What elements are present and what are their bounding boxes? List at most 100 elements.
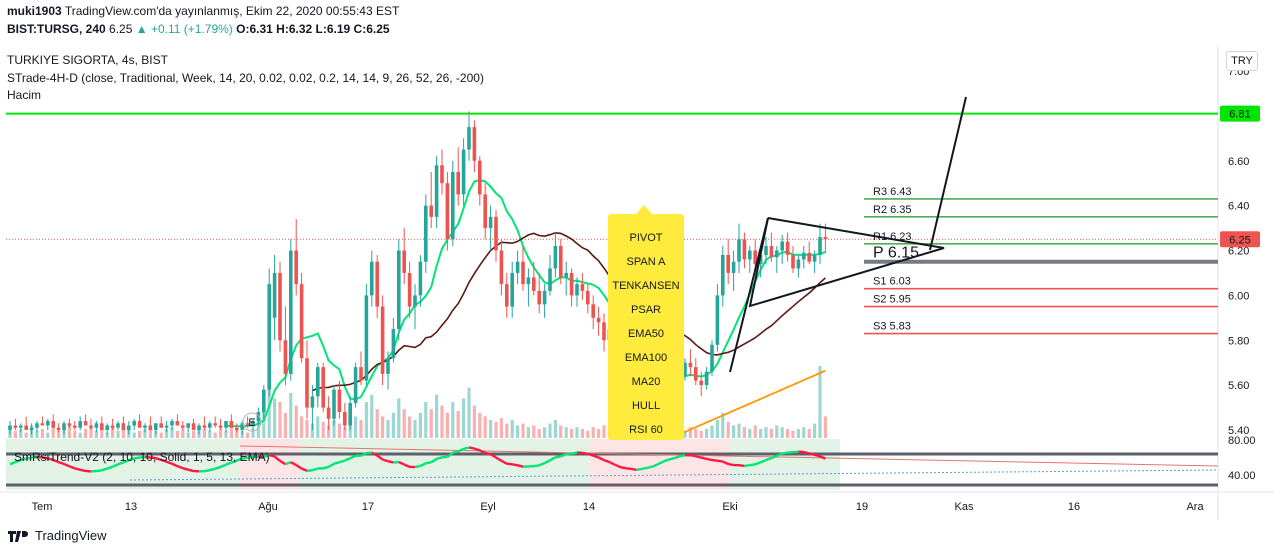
- candle-body: [429, 205, 433, 217]
- volume-bar: [116, 430, 120, 438]
- candle-body: [731, 261, 736, 273]
- oscillator-segment: [166, 460, 173, 465]
- candle-body: [235, 427, 239, 430]
- candle-body: [413, 295, 417, 307]
- volume-bar: [802, 427, 806, 438]
- ema-long-line: [668, 369, 826, 440]
- signal-label: HULL: [632, 400, 660, 412]
- oscillator-segment: [371, 451, 378, 457]
- candle-body: [105, 425, 109, 430]
- volume-bar: [726, 421, 730, 438]
- volume-bar: [683, 430, 687, 438]
- price-tag-label-0: 6.81: [1229, 109, 1250, 121]
- legend-indicator[interactable]: STrade-4H-D (close, Traditional, Week, 1…: [7, 71, 484, 85]
- volume-bar: [721, 412, 725, 438]
- candle-body: [262, 389, 266, 413]
- oscillator-segment: [814, 453, 821, 458]
- volume-bar: [251, 429, 255, 438]
- candle-body: [418, 261, 423, 296]
- oscillator-segment: [765, 457, 772, 462]
- candle-body: [424, 205, 428, 262]
- oscillator-legend[interactable]: SmRsiTrend-V2 (2, 10, 10, Solid, 1, 5, 1…: [14, 450, 270, 464]
- candle-body: [456, 171, 460, 195]
- volume-bar: [235, 429, 239, 438]
- candle-body: [791, 254, 795, 269]
- currency-badge[interactable]: TRY: [1226, 51, 1258, 71]
- oscillator-segment: [727, 462, 734, 467]
- candle-body: [823, 237, 828, 240]
- event-marker-label: E: [248, 417, 255, 429]
- legend-volume[interactable]: Hacim: [7, 88, 42, 102]
- volume-bar: [715, 420, 719, 438]
- price-tick-label: 5.60: [1228, 380, 1249, 392]
- candle-body: [785, 241, 790, 255]
- time-tick-label: 13: [125, 501, 137, 513]
- oscillator-segment: [555, 455, 562, 459]
- oscillator-segment: [403, 463, 411, 468]
- candle-body: [348, 403, 352, 426]
- volume-bar: [192, 430, 196, 438]
- volume-bar: [553, 420, 557, 438]
- oscillator-segment: [9, 460, 16, 466]
- candle-body: [364, 295, 369, 381]
- triangle-pattern[interactable]: [748, 217, 945, 308]
- volume-bar: [89, 427, 93, 438]
- volume-bar: [705, 429, 709, 438]
- candle-body: [332, 389, 336, 419]
- candle-body: [353, 367, 358, 404]
- oscillator-segment: [155, 457, 162, 461]
- ema-slow-line: [312, 231, 826, 392]
- oscillator-segment: [182, 467, 189, 471]
- oscillator-segment: [495, 456, 503, 462]
- volume-bar: [753, 425, 757, 438]
- volume-bar: [526, 427, 530, 438]
- price-change: ▲ +0.11 (+1.79%): [135, 22, 233, 36]
- oscillator-segment: [106, 465, 113, 470]
- candle-body: [8, 425, 12, 430]
- oscillator-segment: [690, 454, 697, 458]
- oscillator-segment: [484, 451, 491, 456]
- pattern-flagpole[interactable]: [729, 217, 769, 373]
- oscillator-segment: [312, 467, 319, 472]
- legend-title[interactable]: TURKIYE SIGORTA, 4s, BIST: [7, 53, 168, 67]
- volume-bar: [381, 416, 385, 438]
- oscillator-segment: [241, 456, 248, 460]
- volume-bar: [440, 405, 444, 438]
- price-tag-1[interactable]: [1220, 231, 1260, 248]
- signal-label: MA20: [632, 376, 661, 388]
- event-marker-icon[interactable]: [242, 412, 262, 432]
- volume-bar: [742, 427, 746, 438]
- candle-body: [359, 367, 363, 381]
- oscillator-segment: [284, 461, 292, 466]
- volume-bar: [208, 430, 212, 438]
- candle-body: [494, 216, 498, 251]
- volume-bar: [359, 420, 363, 438]
- candle-body: [758, 254, 763, 264]
- volume-bar: [807, 429, 811, 438]
- signal-label: EMA100: [625, 352, 667, 364]
- signal-label: RSI 60: [629, 424, 663, 436]
- candle-body: [208, 423, 212, 428]
- signal-label: SPAN A: [627, 256, 667, 268]
- oscillator-segment: [430, 457, 438, 464]
- oscillator-segment: [781, 451, 788, 455]
- volume-bar: [451, 402, 455, 438]
- publish-date: TradingView.com'da yayınlanmış, Ekim 22,…: [64, 4, 400, 18]
- oscillator-segment: [290, 461, 297, 467]
- signal-panel-pointer: [636, 205, 652, 214]
- breakout-projection[interactable]: [929, 96, 967, 251]
- tradingview-logo[interactable]: TradingView: [8, 528, 107, 543]
- author-name[interactable]: muki1903: [7, 4, 62, 18]
- pivot-label-6: S3 5.83: [873, 321, 911, 333]
- oscillator-segment: [819, 455, 826, 460]
- volume-bar: [337, 423, 341, 438]
- candle-body: [748, 250, 752, 260]
- volume-bar: [580, 429, 584, 438]
- oscillator-segment: [376, 454, 384, 461]
- oscillator-segment: [538, 462, 546, 467]
- candle-body: [386, 358, 390, 374]
- price-tag-0[interactable]: [1220, 105, 1260, 122]
- symbol-name[interactable]: BIST:TURSG, 240: [7, 22, 106, 36]
- oscillator-segment: [20, 457, 27, 462]
